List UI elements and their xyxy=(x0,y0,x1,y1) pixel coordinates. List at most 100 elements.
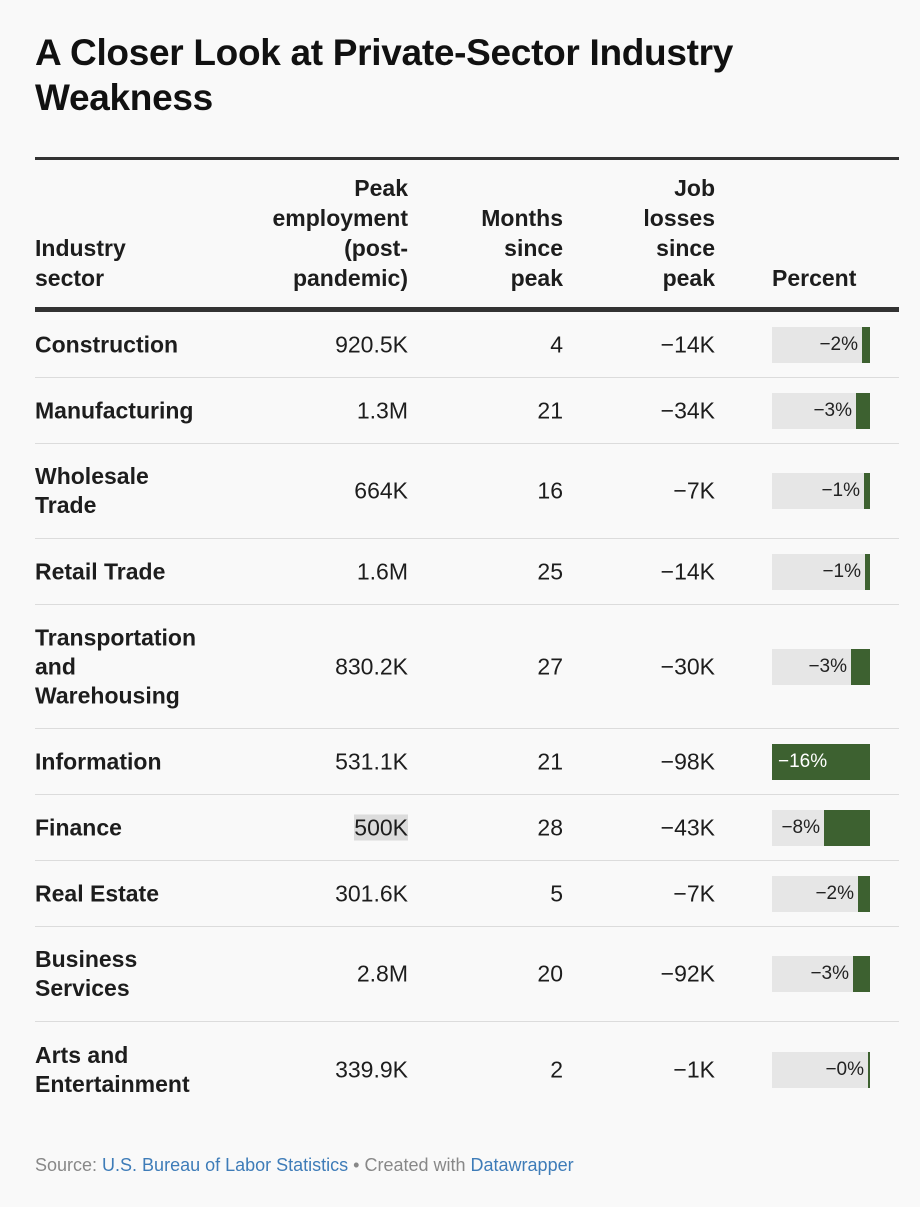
highlighted-value: 500K xyxy=(354,814,408,840)
cell-industry-sector: Retail Trade xyxy=(35,557,165,586)
sector-line: Real Estate xyxy=(35,880,160,906)
percent-bar xyxy=(824,809,870,846)
header-line: Percent xyxy=(772,265,857,291)
cell-job-losses: −98K xyxy=(660,748,715,774)
cell-job-losses: −7K xyxy=(673,880,715,906)
footer: Source: U.S. Bureau of Labor Statistics … xyxy=(35,1155,574,1176)
header-line: Peak xyxy=(354,175,408,201)
sector-line: Entertainment xyxy=(35,1070,190,1097)
cell-months-since-peak: 20 xyxy=(537,960,563,987)
sector-line: Wholesale xyxy=(35,463,149,489)
header-line: since xyxy=(656,235,715,261)
cell-job-losses: −14K xyxy=(660,558,715,584)
header-months-since-peak: Months since peak xyxy=(481,203,563,293)
header-line: since xyxy=(504,235,563,261)
percent-label: −8% xyxy=(781,816,820,838)
chart-title: A Closer Look at Private-Sector Industry… xyxy=(35,32,734,118)
cell-months-since-peak: 5 xyxy=(550,880,563,906)
table-row: Real Estate 301.6K 5 −7K −2% xyxy=(35,861,899,927)
percent-label: −1% xyxy=(821,480,860,501)
table-row: Manufacturing 1.3M 21 −34K −3% xyxy=(35,378,899,444)
percent-bar-track: −16% xyxy=(772,743,870,780)
percent-bar xyxy=(864,473,870,509)
table-row: Retail Trade 1.6M 25 −14K −1% xyxy=(35,539,899,605)
header-job-losses: Job losses since peak xyxy=(643,173,715,293)
cell-months-since-peak: 21 xyxy=(537,397,563,423)
header-line: (post- xyxy=(344,235,408,261)
header-line: Months xyxy=(481,205,563,231)
header-percent: Percent xyxy=(772,263,856,293)
percent-label: −3% xyxy=(810,963,849,984)
sector-line: and xyxy=(35,653,76,679)
header-line: employment xyxy=(272,205,408,231)
percent-bar xyxy=(858,875,870,912)
header-line: Job xyxy=(674,175,715,201)
cell-job-losses: −30K xyxy=(660,653,715,679)
header-line: peak xyxy=(662,265,715,291)
percent-bar xyxy=(853,956,870,992)
table-row: Transportation and Warehousing 830.2K 27 −30K… xyxy=(35,605,899,729)
table-row: Business Services 2.8M 20 −92K −3% xyxy=(35,927,899,1022)
percent-bar xyxy=(868,1051,870,1088)
cell-peak-employment: 339.9K xyxy=(335,1056,408,1082)
source-prefix: Source: xyxy=(35,1155,103,1175)
percent-label: −2% xyxy=(819,333,858,355)
datawrapper-link[interactable]: Datawrapper xyxy=(470,1155,574,1175)
percent-bar xyxy=(856,392,870,429)
percent-label: −3% xyxy=(808,655,847,677)
percent-bar-track: −8% xyxy=(772,809,870,846)
percent-bar-track: −2% xyxy=(772,875,870,912)
table-header: Industry sector Peak employment (post-pande… xyxy=(35,160,899,312)
cell-peak-employment: 531.1K xyxy=(335,748,408,774)
cell-months-since-peak: 27 xyxy=(537,653,563,679)
table-row: Wholesale Trade 664K 16 −7K −1% xyxy=(35,444,899,539)
cell-peak-employment: 500K xyxy=(354,813,408,842)
percent-label: −2% xyxy=(815,882,854,904)
table-row: Information 531.1K 21 −98K −16% xyxy=(35,729,899,795)
header-line: pandemic) xyxy=(292,265,408,291)
header-line: losses xyxy=(643,205,715,231)
sector-line: Transportation xyxy=(35,624,197,650)
sector-line: Finance xyxy=(35,814,122,840)
percent-bar xyxy=(865,553,870,590)
table-row: Arts and Entertainment 339.9K 2 −1K −0% xyxy=(35,1022,899,1117)
percent-bar xyxy=(862,326,870,363)
cell-industry-sector: Information xyxy=(35,747,162,776)
sector-line: Retail Trade xyxy=(35,558,166,584)
percent-bar-track: −3% xyxy=(772,956,870,992)
cell-industry-sector: Business Services xyxy=(35,945,137,1003)
cell-peak-employment: 664K xyxy=(354,477,408,504)
footer-separator: • Created with xyxy=(348,1155,471,1175)
percent-label: −1% xyxy=(822,560,861,582)
cell-peak-employment: 1.6M xyxy=(356,558,408,584)
header-line: sector xyxy=(35,265,105,291)
percent-bar xyxy=(772,743,870,780)
cell-job-losses: −7K xyxy=(673,477,715,504)
data-table: Industry sector Peak employment (post-pande… xyxy=(35,157,899,1117)
cell-months-since-peak: 2 xyxy=(550,1056,563,1082)
header-industry-sector: Industry sector xyxy=(35,233,126,293)
percent-label: −3% xyxy=(813,399,852,421)
cell-industry-sector: Manufacturing xyxy=(35,396,193,425)
table-row: Construction 920.5K 4 −14K −2% xyxy=(35,312,899,378)
sector-line: Arts and xyxy=(35,1041,129,1068)
sector-line: Construction xyxy=(35,331,179,357)
percent-label: −0% xyxy=(825,1058,864,1080)
sector-line: Warehousing xyxy=(35,682,180,708)
percent-bar-track: −3% xyxy=(772,392,870,429)
cell-industry-sector: Real Estate xyxy=(35,879,159,908)
sector-line: Manufacturing xyxy=(35,397,194,423)
sector-line: Services xyxy=(35,975,130,1001)
percent-bar xyxy=(851,648,870,685)
source-link[interactable]: U.S. Bureau of Labor Statistics xyxy=(102,1155,349,1175)
cell-peak-employment: 301.6K xyxy=(335,880,408,906)
percent-bar-track: −0% xyxy=(772,1051,870,1088)
header-peak-employment: Peak employment (post-pandemic) xyxy=(273,173,408,293)
cell-industry-sector: Finance xyxy=(35,813,122,842)
cell-job-losses: −34K xyxy=(660,397,715,423)
cell-months-since-peak: 28 xyxy=(537,814,563,840)
percent-bar-track: −2% xyxy=(772,326,870,363)
cell-peak-employment: 830.2K xyxy=(335,653,408,679)
cell-industry-sector: Arts and Entertainment xyxy=(35,1041,190,1099)
cell-job-losses: −14K xyxy=(660,331,715,357)
